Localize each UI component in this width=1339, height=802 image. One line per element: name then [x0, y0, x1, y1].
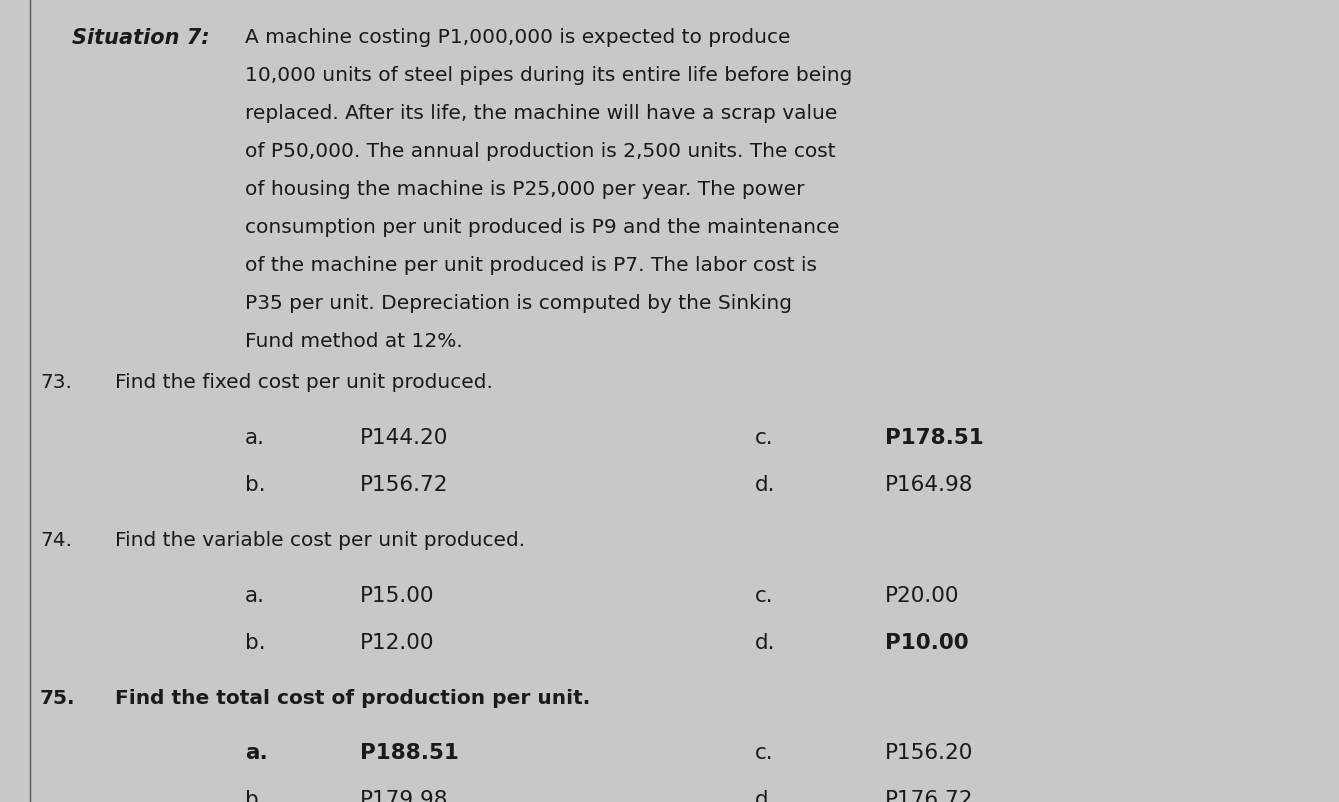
Text: P15.00: P15.00: [360, 585, 434, 606]
Text: Find the fixed cost per unit produced.: Find the fixed cost per unit produced.: [115, 373, 493, 391]
Text: P35 per unit. Depreciation is computed by the Sinking: P35 per unit. Depreciation is computed b…: [245, 294, 791, 313]
Text: a.: a.: [245, 427, 265, 448]
Text: consumption per unit produced is P9 and the maintenance: consumption per unit produced is P9 and …: [245, 217, 840, 237]
Text: a.: a.: [245, 585, 265, 606]
Text: 73.: 73.: [40, 373, 72, 391]
Text: Find the variable cost per unit produced.: Find the variable cost per unit produced…: [115, 530, 525, 549]
Text: replaced. After its life, the machine will have a scrap value: replaced. After its life, the machine wi…: [245, 104, 837, 123]
Text: A machine costing P1,000,000 is expected to produce: A machine costing P1,000,000 is expected…: [245, 28, 790, 47]
Text: of housing the machine is P25,000 per year. The power: of housing the machine is P25,000 per ye…: [245, 180, 805, 199]
Text: b.: b.: [245, 789, 265, 802]
Text: P156.72: P156.72: [360, 475, 449, 494]
Text: P179.98: P179.98: [360, 789, 449, 802]
Text: b.: b.: [245, 632, 265, 652]
Text: c.: c.: [755, 427, 774, 448]
Text: of P50,000. The annual production is 2,500 units. The cost: of P50,000. The annual production is 2,5…: [245, 142, 836, 160]
Text: P178.51: P178.51: [885, 427, 984, 448]
Text: of the machine per unit produced is P7. The labor cost is: of the machine per unit produced is P7. …: [245, 256, 817, 274]
Text: a.: a.: [245, 742, 268, 762]
Text: P164.98: P164.98: [885, 475, 973, 494]
Text: 74.: 74.: [40, 530, 72, 549]
Text: P156.20: P156.20: [885, 742, 973, 762]
Text: 75.: 75.: [40, 688, 75, 707]
Text: d.: d.: [755, 789, 775, 802]
Text: c.: c.: [755, 742, 774, 762]
Text: P176.72: P176.72: [885, 789, 973, 802]
Text: c.: c.: [755, 585, 774, 606]
Text: P188.51: P188.51: [360, 742, 459, 762]
Text: P144.20: P144.20: [360, 427, 449, 448]
Text: P20.00: P20.00: [885, 585, 960, 606]
Text: d.: d.: [755, 475, 775, 494]
Text: P10.00: P10.00: [885, 632, 968, 652]
Text: 10,000 units of steel pipes during its entire life before being: 10,000 units of steel pipes during its e…: [245, 66, 853, 85]
Text: Situation 7:: Situation 7:: [72, 28, 210, 48]
Text: P12.00: P12.00: [360, 632, 434, 652]
Text: b.: b.: [245, 475, 265, 494]
Text: d.: d.: [755, 632, 775, 652]
Text: Fund method at 12%.: Fund method at 12%.: [245, 331, 463, 350]
Text: Find the total cost of production per unit.: Find the total cost of production per un…: [115, 688, 590, 707]
